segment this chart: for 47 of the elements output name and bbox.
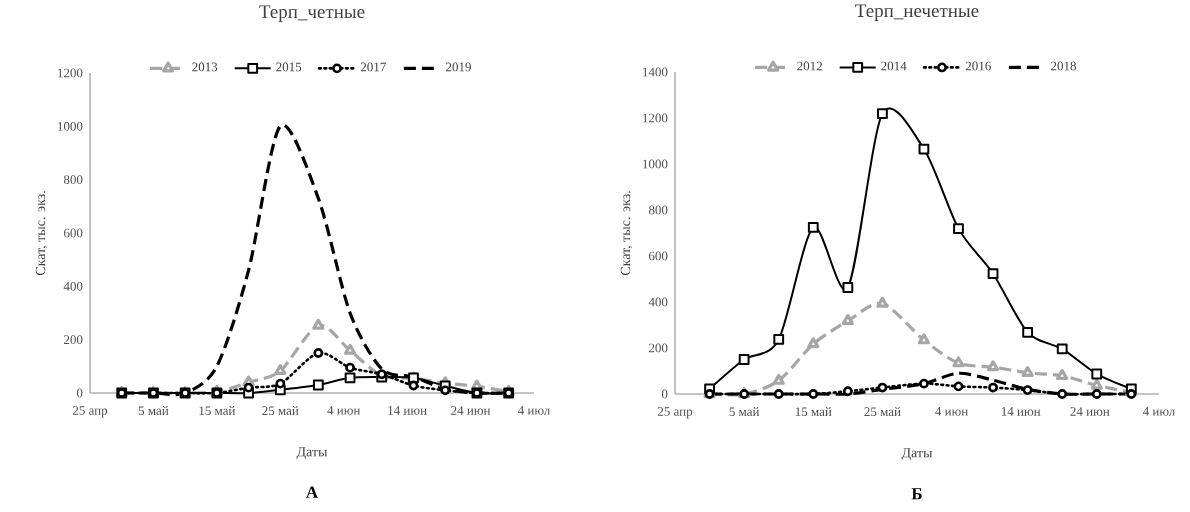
legend-label: 2013 [192,62,218,72]
legend-label: 2017 [360,62,386,72]
legend-label: 2015 [276,62,302,72]
x-axis-title: Даты [901,448,933,461]
y-tick-label: 0 [661,389,668,399]
y-tick-label: 400 [63,281,83,291]
x-tick-label: 14 июн [388,406,427,415]
chart-title: Терп_нечетные [855,4,979,21]
x-tick-label: 4 июн [327,406,361,415]
x-tick-label: 25 апр [657,407,693,419]
y-tick-label: 600 [64,228,83,238]
x-tick-label: 4 июн [935,407,968,416]
x-tick-label: 4 июл [517,406,550,415]
legend-label: 2014 [881,61,907,71]
x-tick-label: 4 июл [1142,407,1175,416]
x-tick-label: 5 май [138,406,169,416]
y-tick-label: 400 [648,297,668,307]
x-tick-label: 25 апр [72,406,108,418]
text: А [306,486,318,498]
y-tick-label: 600 [649,251,668,261]
legend-label: 2018 [1051,61,1076,71]
x-tick-label: 15 май [795,407,832,417]
y-tick-label: 1200 [643,113,668,123]
x-tick-label: 5 май [729,407,760,417]
y-tick-label: 800 [648,205,668,215]
legend-label: 2012 [797,61,822,71]
y-tick-label: 1000 [643,159,668,169]
x-tick-label: 25 май [864,407,901,417]
text: Б [911,488,922,500]
x-axis-title: Даты [296,447,328,460]
x-tick-label: 14 июн [1001,407,1041,416]
y-tick-label: 1400 [643,67,668,77]
y-axis-title: Скат, тыс. экз. [35,191,48,276]
y-tick-label: 1000 [58,121,83,131]
legend-label: 2016 [965,61,991,71]
y-tick-label: 1200 [58,68,83,78]
x-tick-label: 15 май [199,406,236,416]
y-tick-label: 200 [64,335,83,345]
x-tick-label: 25 май [262,406,299,416]
y-tick-label: 800 [63,175,83,185]
y-axis-title: Скат, тыс. экз. [620,191,633,276]
y-tick-label: 200 [649,343,668,353]
chart-title: Терп_четные [259,5,365,22]
legend-label: 2019 [446,62,471,72]
x-tick-label: 24 июн [451,406,491,415]
x-tick-label: 24 июн [1070,407,1110,416]
y-tick-label: 0 [76,388,83,398]
